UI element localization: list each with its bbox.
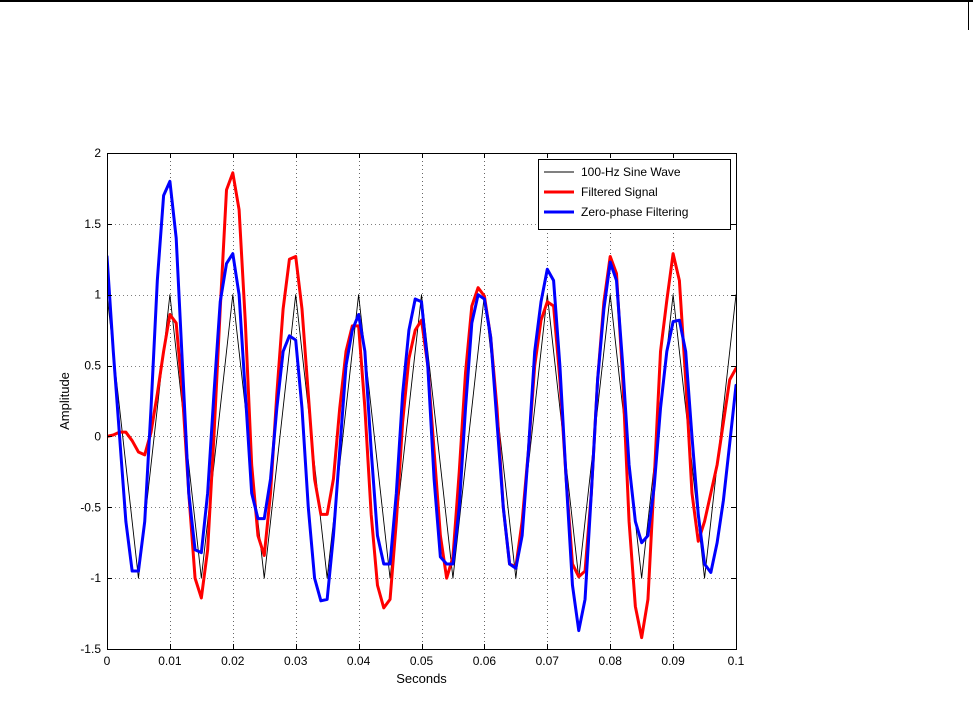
y-tick-label: -0.5	[80, 500, 101, 514]
x-axis-label: Seconds	[396, 671, 447, 686]
y-tick-label: 1	[94, 288, 101, 302]
series-layer	[107, 171, 736, 640]
x-tick-label: 0.03	[284, 654, 308, 668]
grid-lines	[107, 153, 736, 649]
y-axis-label: Amplitude	[57, 372, 72, 430]
legend-entry-label: Zero-phase Filtering	[581, 205, 688, 219]
legend-entry-label: 100-Hz Sine Wave	[581, 165, 681, 179]
x-tick-label: 0	[104, 654, 111, 668]
series-line-3	[107, 179, 736, 633]
y-tick-label: 1.5	[84, 217, 101, 231]
x-tick-label: 0.07	[536, 654, 560, 668]
y-tick-label: 0	[94, 429, 101, 443]
axis-ticks	[107, 153, 737, 650]
legend-box	[538, 159, 731, 230]
x-tick-label: 0.06	[473, 654, 497, 668]
x-tick-label: 0.09	[661, 654, 685, 668]
y-tick-label: -1.5	[80, 642, 101, 656]
y-tick-label: 2	[94, 146, 101, 160]
x-axis-tick-labels: 0 0.01 0.02 0.03 0.04 0.05 0.06 0.07 0.08 0.09 0.1	[104, 654, 745, 668]
page-edge-mark	[968, 0, 969, 30]
legend: 100-Hz Sine Wave Filtered Signal Zero-phas…	[538, 159, 731, 230]
y-tick-label: 0.5	[84, 359, 101, 373]
legend-entry-label: Filtered Signal	[581, 185, 658, 199]
y-tick-label: -1	[90, 571, 101, 585]
x-tick-label: 0.08	[599, 654, 623, 668]
x-tick-label: 0.04	[347, 654, 371, 668]
x-tick-label: 0.02	[221, 654, 245, 668]
x-tick-label: 0.05	[410, 654, 434, 668]
series-line-2	[107, 171, 736, 640]
page-top-rule	[0, 0, 973, 2]
y-axis-tick-labels: -1.5 -1 -0.5 0 0.5 1 1.5 2	[80, 146, 101, 656]
x-tick-label: 0.1	[728, 654, 745, 668]
x-tick-label: 0.01	[158, 654, 182, 668]
